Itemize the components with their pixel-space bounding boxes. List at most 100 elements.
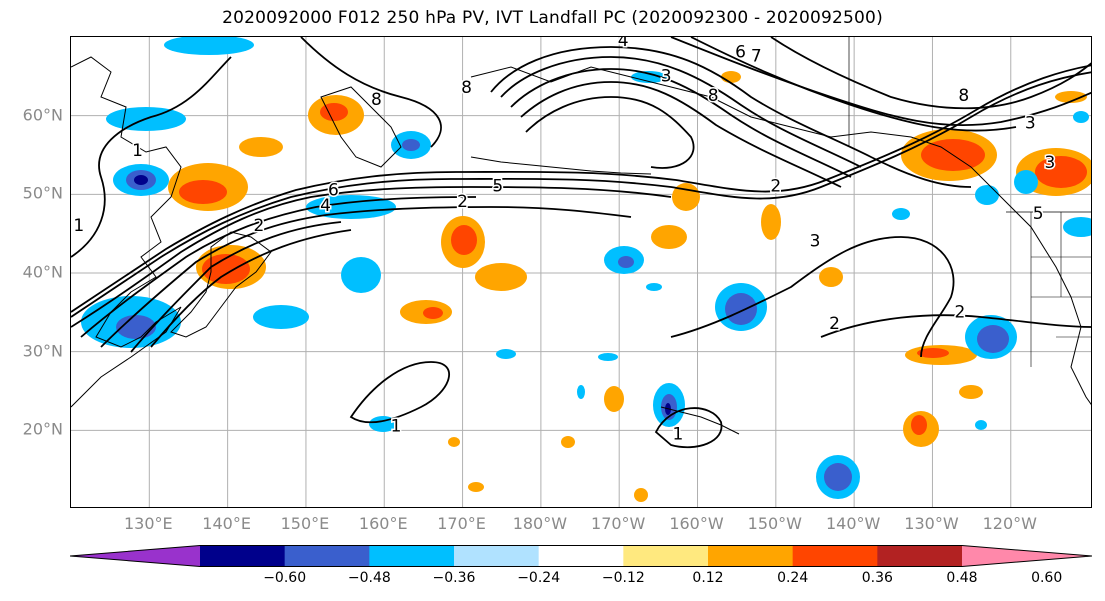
longitude-label: 140°E: [202, 514, 251, 533]
pv-contour: [100, 206, 632, 348]
pv-contour: [490, 46, 972, 188]
longitude-label: 130°W: [904, 514, 959, 533]
longitude-label: 150°W: [747, 514, 802, 533]
coastline-hawaii: [660, 406, 740, 435]
latitude-label: 30°N: [22, 341, 63, 361]
colorbar-tick-label: −0.48: [347, 570, 391, 586]
colorbar-bin: [538, 545, 624, 567]
pv-anomaly-positive: [1035, 156, 1087, 188]
gridlines: [71, 37, 1091, 507]
colorbar-tick-label: 0.12: [692, 570, 724, 586]
contour-label: 3: [661, 66, 672, 86]
longitude-label: 180°W: [512, 514, 568, 533]
coastline-aleutians: [470, 156, 652, 175]
pv-anomaly-positive: [1055, 91, 1087, 103]
contour-label: 2: [254, 216, 265, 236]
contour-label: 3: [810, 232, 821, 252]
colorbar-tick-label: −0.60: [263, 570, 307, 586]
pv-anomaly-positive: [561, 436, 575, 448]
coastline-kamchatka: [320, 86, 402, 168]
pv-contour: [71, 56, 232, 258]
pv-contour: [654, 407, 723, 449]
colorbar-extend-min: [70, 545, 200, 567]
contour-label: 1: [73, 216, 84, 236]
pv-anomaly-negative: [1014, 170, 1038, 194]
contour-label: 7: [751, 47, 762, 67]
longitude-label: 160°E: [358, 514, 408, 533]
pv-contour: [670, 37, 1091, 127]
pv-anomaly-negative: [577, 385, 585, 399]
pv-contour: [300, 37, 442, 148]
pv-contour: [510, 68, 852, 178]
pv-contour: [349, 361, 450, 424]
contour-label: 8: [461, 78, 472, 98]
colorbar-tick-label: 0.36: [861, 570, 893, 586]
contour-label: 5: [492, 176, 503, 196]
colorbar-bin: [369, 545, 455, 567]
pv-contour: [80, 196, 477, 338]
colorbar-tick-label: −0.12: [601, 570, 645, 586]
colorbar-bin: [623, 545, 709, 567]
pv-anomaly-negative: [725, 293, 757, 325]
pv-anomaly-negative: [892, 208, 910, 220]
pv-anomaly-positive: [911, 415, 927, 435]
pv-contour: [670, 236, 955, 358]
pv-anomaly-negative: [253, 305, 309, 329]
colorbar-bin: [284, 545, 370, 567]
pv-contour: [520, 81, 842, 188]
pv-anomaly-positive: [451, 225, 477, 255]
pv-anomaly-negative: [598, 353, 618, 361]
colorbar-bin: [454, 545, 540, 567]
pv-anomaly-positive: [761, 204, 781, 240]
colorbar-bin: [200, 545, 286, 567]
colorbar-outline: [70, 545, 1092, 567]
colorbar-tick-label: 0.48: [946, 570, 978, 586]
contour-label: 6: [735, 43, 746, 63]
latitude-label: 60°N: [22, 105, 63, 125]
pv-anomaly-negative: [975, 185, 999, 205]
pv-anomaly-positive: [819, 267, 843, 287]
pv-contour: [820, 314, 1091, 338]
contour-label: 1: [673, 424, 684, 444]
contour-label: 8: [958, 86, 969, 106]
pv-anomaly-negative: [116, 315, 156, 339]
pv-anomaly-negative: [977, 325, 1009, 353]
pv-contour: [770, 37, 1091, 110]
pv-anomaly-negative: [402, 139, 420, 151]
pv-anomaly-positive: [721, 71, 741, 83]
longitude-label: 140°W: [825, 514, 881, 533]
colorbar-tick-label: −0.24: [517, 570, 561, 586]
pv-contour: [71, 71, 1091, 318]
pv-shading: [81, 37, 1091, 502]
contour-label: 2: [954, 302, 965, 322]
pv-anomaly-negative: [134, 175, 148, 185]
contour-label: 1: [132, 141, 143, 161]
pv-contours: [71, 37, 1091, 449]
pv-anomaly-positive: [202, 254, 250, 284]
pv-anomaly-negative: [1063, 217, 1091, 237]
contour-label: 4: [320, 196, 331, 216]
pv-contour: [71, 186, 672, 328]
colorbar-tick-label: 0.24: [777, 570, 809, 586]
contour-label: 2: [457, 192, 468, 212]
pv-contour: [525, 96, 695, 169]
latitude-label: 50°N: [22, 183, 63, 203]
longitude-label: 160°W: [669, 514, 724, 533]
pv-anomaly-negative: [646, 283, 662, 291]
colorbar-tick-label: 0.60: [1031, 570, 1063, 586]
longitude-label: 170°W: [591, 514, 646, 533]
pv-anomaly-positive: [320, 103, 348, 121]
pv-anomaly-positive: [604, 386, 624, 412]
latitude-label: 40°N: [22, 262, 63, 282]
contour-label: 8: [708, 86, 719, 106]
colorbar-bin: [877, 545, 963, 567]
pv-anomaly-positive: [468, 482, 484, 492]
pv-anomaly-positive: [179, 180, 227, 204]
longitude-label: 150°E: [280, 514, 330, 533]
pv-anomaly-positive: [959, 385, 983, 399]
pv-anomaly-negative: [164, 37, 254, 55]
map-title: 2020092000 F012 250 hPa PV, IVT Landfall…: [222, 8, 883, 28]
pv-contour: [500, 56, 862, 168]
longitude-label: 170°E: [437, 514, 486, 533]
